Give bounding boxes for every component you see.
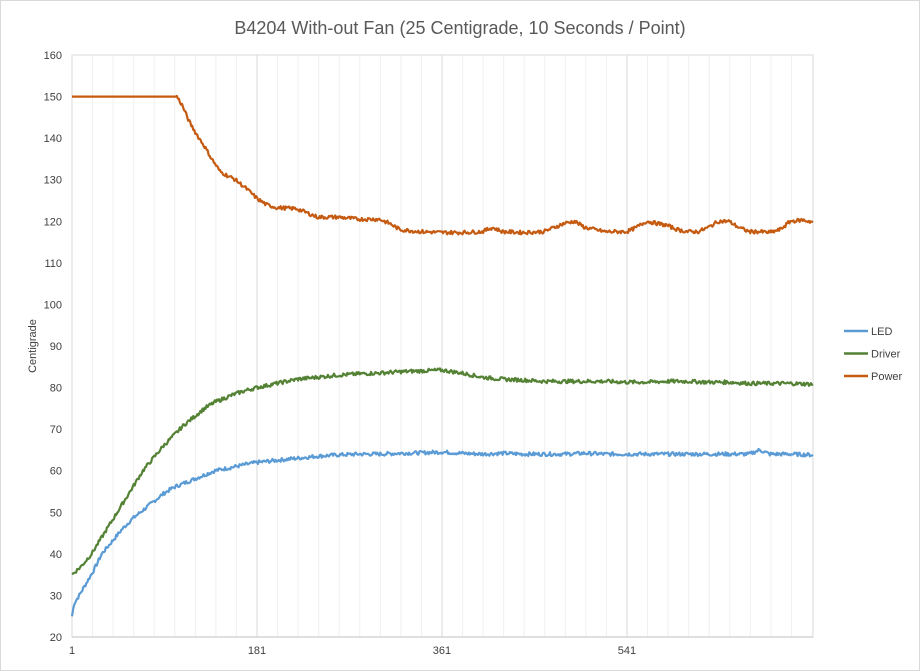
series-layer [70, 94, 814, 617]
y-tick-label: 110 [44, 258, 62, 270]
x-tick-label: 361 [433, 645, 451, 657]
axes: 20 30 40 50 60 70 80 90 100 110 120 130 140 150 160 1 18… [44, 50, 813, 657]
legend-label-driver: Driver [871, 349, 901, 361]
x-tick-label: 541 [618, 645, 636, 657]
series-line-led [70, 447, 814, 617]
y-tick-label: 140 [44, 133, 62, 145]
y-tick-label: 80 [50, 383, 62, 395]
y-tick-label: 30 [50, 590, 62, 602]
y-tick-label: 50 [50, 507, 62, 519]
y-tick-label: 40 [50, 549, 62, 561]
plot-area [71, 54, 814, 638]
grid [71, 54, 814, 638]
y-tick-label: 120 [44, 216, 62, 228]
y-tick-label: 20 [50, 632, 62, 644]
y-tick-label: 90 [50, 341, 62, 353]
series-line-power [71, 94, 814, 236]
legend: LED Driver Power [844, 326, 903, 383]
series-line-driver [71, 367, 814, 576]
y-tick-label: 150 [44, 92, 62, 104]
legend-label-power: Power [871, 371, 903, 383]
y-tick-label: 100 [44, 299, 62, 311]
y-tick-label: 70 [50, 424, 62, 436]
y-tick-label: 60 [50, 466, 62, 478]
y-tick-label: 160 [44, 50, 62, 62]
y-axis-label: Centigrade [27, 319, 39, 373]
x-tick-label: 1 [69, 645, 75, 657]
y-tick-label: 130 [44, 175, 62, 187]
chart-title: B4204 With-out Fan (25 Centigrade, 10 Se… [234, 18, 685, 38]
legend-label-led: LED [871, 326, 892, 338]
x-tick-label: 181 [248, 645, 266, 657]
